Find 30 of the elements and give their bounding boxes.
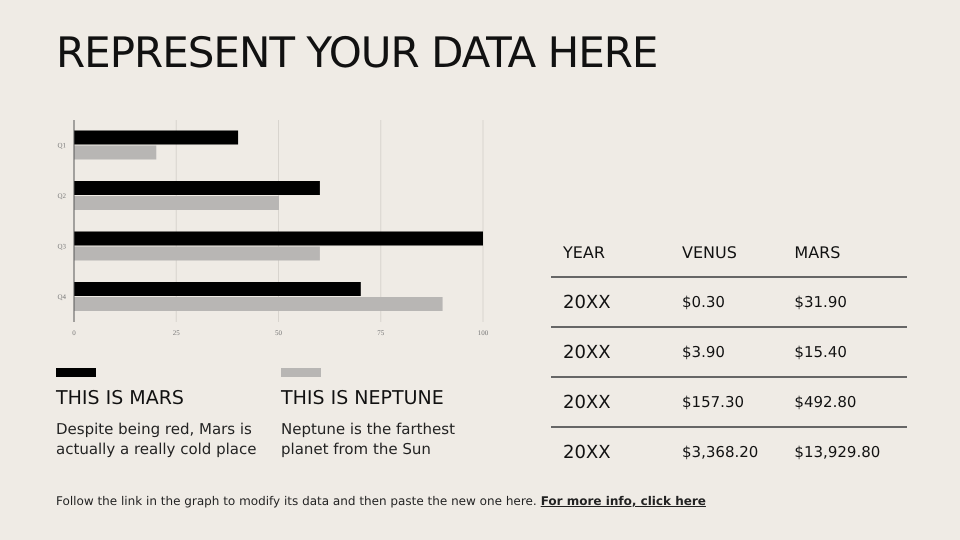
legend-label: THIS IS MARS [56,387,185,409]
data-label: $15.40 [794,343,847,361]
category-label: 20XX [551,377,670,427]
text: Neptune is the farthest planet from the Sun [281,419,456,459]
text: VENUS [670,228,782,277]
bar [74,297,443,311]
data-label: $157.30 [682,393,744,411]
category-label: 20XX [562,440,612,464]
data-label: $3,368.20 [682,443,758,461]
bar [74,196,279,210]
text: MARS [782,228,907,277]
data-label: $13,929.80 [794,443,880,461]
bar [74,232,483,246]
data-label: $492.80 [794,393,856,411]
chart-title: REPRESENT YOUR DATA HERE [56,28,658,77]
data-label: $3.90 [682,343,725,361]
data-label: $31.90 [794,293,847,311]
bar [74,282,361,296]
bar [74,130,238,144]
legend-label: THIS IS NEPTUNE [281,387,445,409]
text: For more info, click here [540,494,706,508]
text: Follow the link in the graph to modify its data and then paste the new one here. [56,494,537,508]
bar [74,246,320,260]
category-label: 20XX [551,277,670,327]
text: Despite being red, Mars is actually a really cold place [56,419,258,459]
text: YEAR [551,228,670,277]
category-label: 20XX [551,327,670,377]
data-label: $0.30 [682,293,725,311]
bar [74,146,156,160]
bar [74,181,320,195]
